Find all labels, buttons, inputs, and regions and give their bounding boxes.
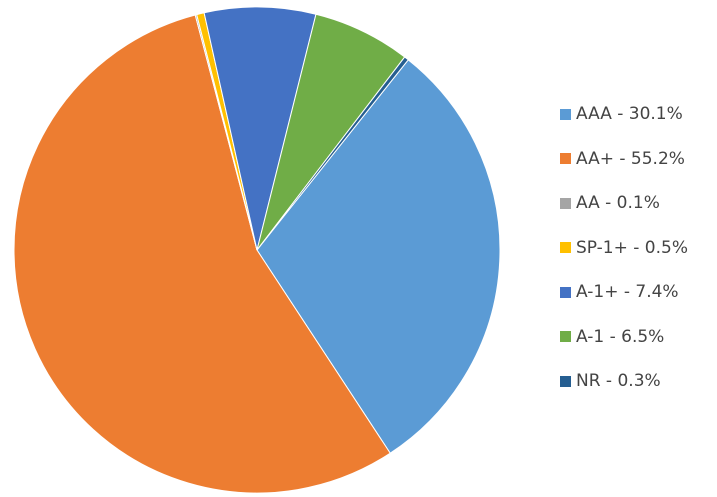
legend-label: NR - 0.3% xyxy=(576,371,661,391)
legend-item: AA - 0.1% xyxy=(560,193,688,213)
pie-slice-nr xyxy=(256,56,409,251)
legend-swatch xyxy=(560,242,571,253)
legend-label: AA+ - 55.2% xyxy=(576,148,685,169)
legend-swatch xyxy=(560,375,571,387)
legend-label: A-1+ - 7.4% xyxy=(576,282,679,302)
legend-label: AAA - 30.1% xyxy=(576,104,683,124)
legend-swatch xyxy=(560,108,571,120)
legend-label: AA - 0.1% xyxy=(576,193,660,213)
legend-item: A-1 - 6.5% xyxy=(560,327,688,347)
pie-slice-aa xyxy=(13,14,391,494)
chart-legend: AAA - 30.1% AA+ - 55.2% AA - 0.1% SP-1+ - 0… xyxy=(560,104,688,416)
legend-swatch xyxy=(560,331,571,342)
legend-swatch xyxy=(560,153,571,164)
pie-slice-a-1 xyxy=(203,6,317,251)
legend-item: AA+ - 55.2% xyxy=(560,149,688,169)
legend-item: AAA - 30.1% xyxy=(560,104,688,124)
legend-label: A-1 - 6.5% xyxy=(576,326,665,347)
legend-swatch xyxy=(560,286,571,298)
legend-label: SP-1+ - 0.5% xyxy=(576,237,688,258)
legend-item: SP-1+ - 0.5% xyxy=(560,238,688,258)
legend-item: NR - 0.3% xyxy=(560,371,688,391)
legend-swatch xyxy=(560,197,571,209)
pie-slice-aaa xyxy=(256,59,501,454)
legend-item: A-1+ - 7.4% xyxy=(560,282,688,302)
